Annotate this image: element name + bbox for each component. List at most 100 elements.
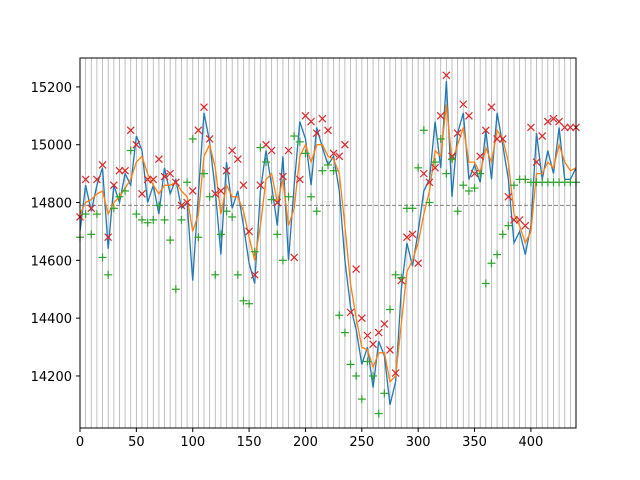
low-marker	[104, 270, 113, 279]
high-marker	[464, 111, 473, 120]
low-marker	[459, 181, 468, 190]
high-marker	[493, 135, 502, 143]
low-marker	[239, 296, 248, 305]
high-marker	[233, 155, 242, 164]
low-marker	[481, 279, 490, 288]
high-marker	[250, 270, 259, 279]
low-marker	[138, 215, 146, 224]
high-marker	[459, 100, 468, 109]
high-marker	[566, 123, 575, 132]
low-marker	[510, 181, 518, 190]
low-marker	[448, 155, 456, 164]
high-marker	[239, 181, 248, 190]
low-marker	[442, 169, 451, 178]
low-marker	[493, 250, 502, 259]
high-marker	[312, 129, 321, 138]
low-marker	[369, 371, 378, 380]
high-marker	[109, 181, 118, 190]
smoothed-line	[79, 104, 577, 384]
low-marker	[284, 192, 293, 201]
low-marker	[228, 212, 237, 221]
high-marker	[138, 189, 146, 198]
low-marker	[340, 328, 349, 337]
high-marker	[357, 314, 366, 323]
high-marker	[307, 117, 316, 126]
low-marker	[318, 166, 327, 175]
y-tick-label: 15000	[31, 139, 72, 154]
high-marker	[549, 114, 558, 123]
high-marker	[149, 175, 158, 184]
low-marker	[250, 247, 259, 256]
x-tick-label: 0	[76, 435, 84, 450]
high-marker	[386, 346, 394, 354]
high-marker	[335, 152, 344, 161]
high-marker	[154, 155, 163, 164]
high-marker	[481, 126, 490, 135]
low-marker	[216, 230, 225, 239]
low-marker	[419, 126, 428, 135]
high-marker	[318, 114, 327, 123]
low-marker	[346, 360, 355, 369]
x-tick-label: 50	[128, 435, 145, 450]
x-tick-label: 300	[406, 435, 431, 450]
markers-layer	[76, 71, 580, 418]
plot-frame	[79, 57, 577, 429]
high-marker	[267, 146, 276, 155]
high-marker	[278, 172, 287, 181]
high-marker	[510, 215, 518, 224]
high-marker	[453, 129, 462, 138]
low-marker	[312, 207, 321, 216]
high-marker	[560, 123, 569, 132]
low-marker	[391, 270, 400, 279]
high-marker	[504, 192, 513, 201]
high-marker	[380, 320, 389, 328]
low-marker	[149, 215, 158, 224]
low-marker	[267, 195, 276, 204]
high-marker	[352, 265, 361, 273]
low-marker	[222, 207, 231, 216]
high-marker	[205, 135, 214, 143]
high-marker	[363, 331, 372, 340]
high-marker	[121, 166, 130, 175]
low-marker	[464, 186, 473, 195]
low-marker	[171, 285, 180, 294]
high-marker	[402, 233, 411, 242]
low-marker	[132, 210, 141, 219]
x-tick-label: 200	[293, 435, 318, 450]
low-marker	[504, 221, 513, 230]
high-marker	[177, 201, 186, 210]
high-marker	[346, 308, 355, 317]
low-marker	[374, 409, 383, 418]
low-marker	[352, 371, 361, 380]
high-marker	[126, 126, 135, 135]
low-marker	[183, 178, 192, 187]
low-marker	[87, 230, 96, 239]
high-marker	[200, 103, 208, 112]
high-marker	[228, 146, 237, 155]
low-marker	[470, 184, 479, 193]
high-marker	[256, 181, 265, 190]
low-marker	[357, 395, 366, 404]
low-marker	[363, 357, 372, 366]
low-marker	[307, 192, 316, 201]
high-marker	[329, 149, 338, 158]
low-marker	[160, 215, 169, 224]
vertical-grid	[79, 58, 577, 428]
low-marker	[81, 210, 90, 219]
high-marker	[98, 161, 107, 169]
low-marker	[295, 137, 304, 146]
high-marker	[425, 178, 434, 187]
high-marker	[245, 227, 254, 236]
low-marker	[143, 218, 152, 227]
high-marker	[431, 163, 440, 172]
low-marker	[278, 256, 287, 265]
low-marker	[273, 230, 282, 239]
low-marker	[154, 201, 163, 210]
high-marker	[419, 169, 428, 178]
low-marker	[408, 204, 417, 213]
x-tick-label: 250	[349, 435, 374, 450]
low-marker	[380, 389, 389, 398]
high-marker	[470, 169, 479, 178]
